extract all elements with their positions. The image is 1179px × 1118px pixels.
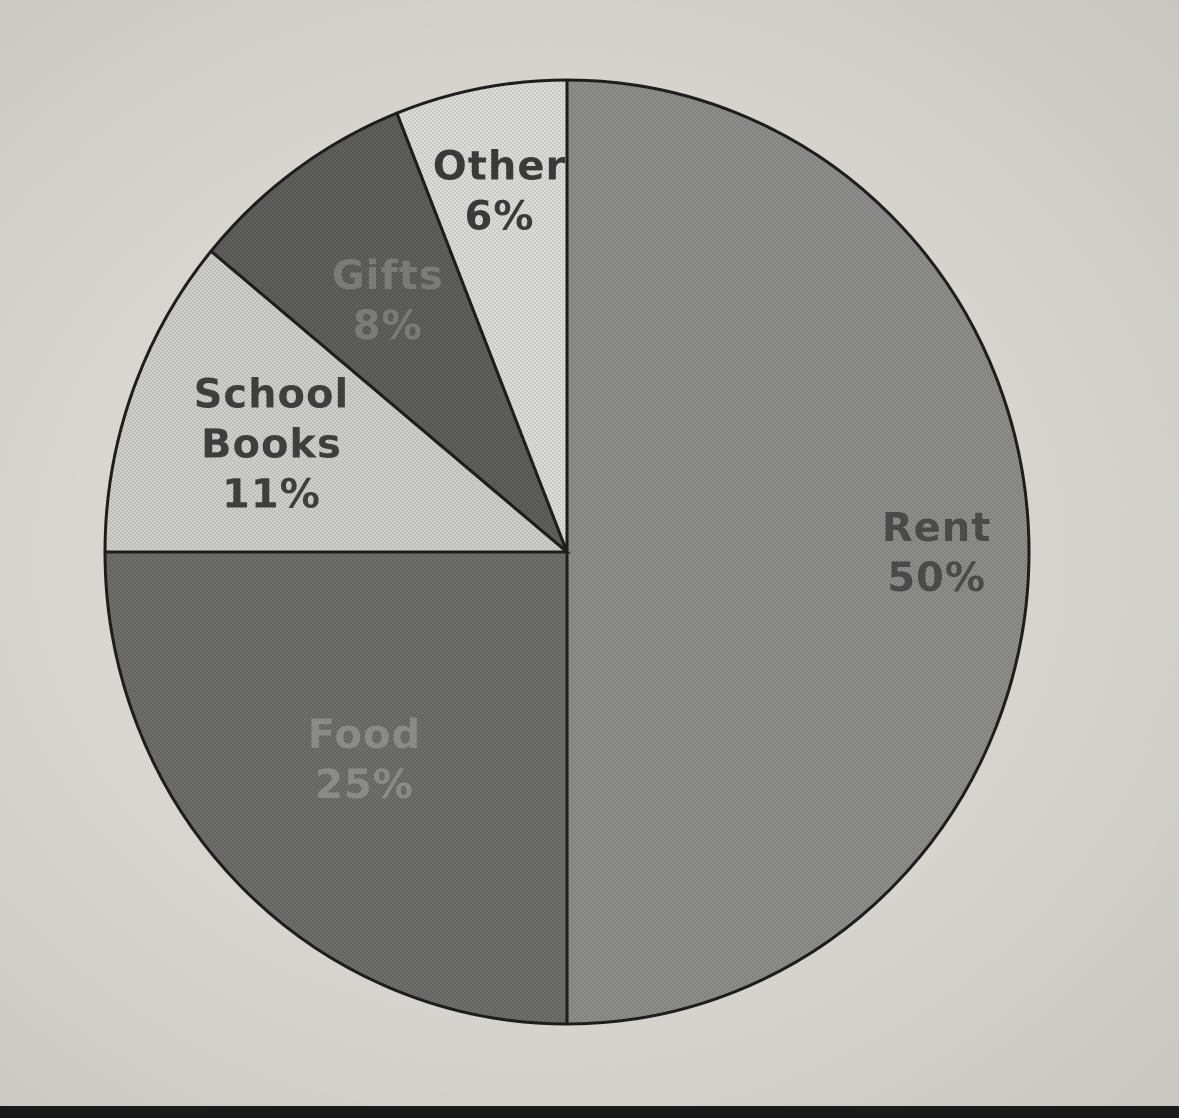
slice-value-school-books: 11% [222,471,321,517]
slice-value-gifts: 8% [353,303,423,349]
slice-texture-rent [567,80,1029,1024]
slice-label-text-food: Food [308,712,421,758]
pie-slices [103,78,1031,1026]
slice-label-text-gifts: Gifts [332,253,444,299]
slice-texture-school-books [105,251,567,553]
slice-label-text-school-books: Books [201,421,342,467]
slice-value-food: 25% [315,762,414,808]
pie-labels: Rent 50% Food 25% School Books 11% Gifts 8% Other… [194,143,992,808]
slice-value-rent: 50% [887,555,986,601]
slice-label-text-rent: Rent [882,505,992,551]
slice-label-food: Food 25% [308,712,421,808]
slice-label-other: Other 6% [433,143,566,239]
slice-label-text-school-books: School [194,371,350,417]
slice-label-rent: Rent 50% [882,505,992,601]
slice-texture-food [105,552,567,1024]
slice-texture-gifts [211,113,567,552]
slice-label-school-books: School Books 11% [194,371,350,517]
slice-label-gifts: Gifts 8% [332,253,444,349]
bottom-edge [0,1106,1179,1118]
slice-label-text-other: Other [433,143,566,189]
slice-value-other: 6% [465,193,535,239]
slice-texture-other [396,80,567,552]
